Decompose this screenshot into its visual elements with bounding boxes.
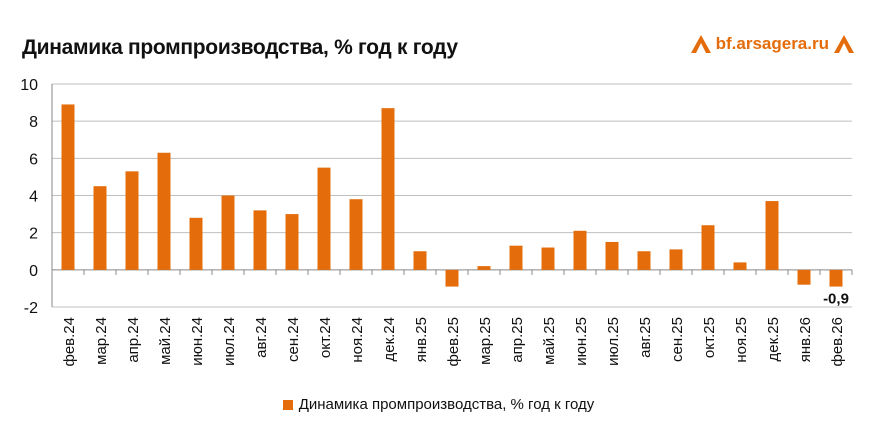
- x-tick-label: июл.24: [221, 317, 238, 366]
- x-tick-label: окт.25: [701, 317, 718, 358]
- bar: [605, 241, 619, 270]
- x-tick-label: янв.26: [797, 317, 814, 362]
- bar: [317, 167, 331, 270]
- x-tick-label: ноя.25: [733, 317, 750, 363]
- y-tick-label: 2: [29, 226, 38, 243]
- x-tick-label: янв.25: [413, 317, 430, 362]
- x-tick-label: авг.24: [253, 317, 270, 358]
- bar: [125, 171, 139, 270]
- bar: [509, 245, 523, 270]
- x-tick-label: июн.25: [573, 317, 590, 366]
- y-tick-label: -2: [24, 300, 38, 317]
- bar: [733, 262, 747, 270]
- chart-title: Динамика промпроизводства, % год к году: [22, 36, 458, 59]
- bar: [829, 269, 843, 287]
- x-tick-label: сен.24: [285, 317, 302, 362]
- bar: [381, 108, 395, 270]
- bar: [701, 225, 715, 270]
- y-tick-label: 10: [20, 77, 38, 94]
- logo-text: bf.arsagera.ru: [715, 34, 829, 53]
- bar: [61, 104, 75, 270]
- x-tick-label: май.25: [541, 317, 558, 365]
- bar: [477, 266, 491, 270]
- x-tick-label: фев.25: [445, 317, 462, 367]
- x-tick-label: апр.24: [125, 317, 142, 363]
- logo: bf.arsagera.ru: [690, 34, 855, 54]
- data-label: -0,9: [823, 291, 849, 308]
- x-tick-label: фев.24: [61, 317, 78, 367]
- x-tick-label: окт.24: [317, 317, 334, 358]
- x-tick-label: фев.26: [829, 317, 846, 367]
- bar: [157, 152, 171, 270]
- bar: [797, 269, 811, 285]
- x-tick-label: ноя.24: [349, 317, 366, 363]
- x-tick-label: авг.25: [637, 317, 654, 358]
- bar: [669, 249, 683, 270]
- bar: [349, 199, 363, 270]
- bar: [189, 217, 203, 270]
- legend: Динамика промпроизводства, % год к году: [0, 396, 877, 413]
- legend-label: Динамика промпроизводства, % год к году: [298, 396, 595, 413]
- bar: [573, 230, 587, 270]
- bar: [221, 195, 235, 270]
- y-tick-label: 8: [29, 114, 38, 131]
- x-tick-label: мар.24: [93, 317, 110, 365]
- x-tick-label: сен.25: [669, 317, 686, 362]
- x-tick-label: апр.25: [509, 317, 526, 363]
- y-tick-label: 6: [29, 151, 38, 168]
- bar: [253, 210, 267, 270]
- x-tick-label: дек.25: [765, 317, 782, 362]
- x-tick-label: мар.25: [477, 317, 494, 365]
- logo-icon-right: [834, 35, 854, 53]
- bar: [637, 251, 651, 270]
- bar: [285, 214, 299, 270]
- x-tick-label: май.24: [157, 317, 174, 365]
- bar: [541, 247, 555, 270]
- legend-swatch: [282, 399, 293, 410]
- bar: [93, 186, 107, 270]
- bar: [413, 251, 427, 270]
- bar: [445, 269, 459, 287]
- bar: [765, 201, 779, 270]
- x-tick-label: июл.25: [605, 317, 622, 366]
- y-tick-label: 0: [29, 263, 38, 280]
- plot-area: -2 0 2 4 6 8 10 фев.24 мар.24 апр.24 май.24 июн.24 и…: [20, 77, 853, 367]
- logo-icon: [690, 35, 711, 53]
- x-tick-label: июн.24: [189, 317, 206, 366]
- x-tick-label: дек.24: [381, 317, 398, 362]
- y-tick-label: 4: [29, 189, 38, 206]
